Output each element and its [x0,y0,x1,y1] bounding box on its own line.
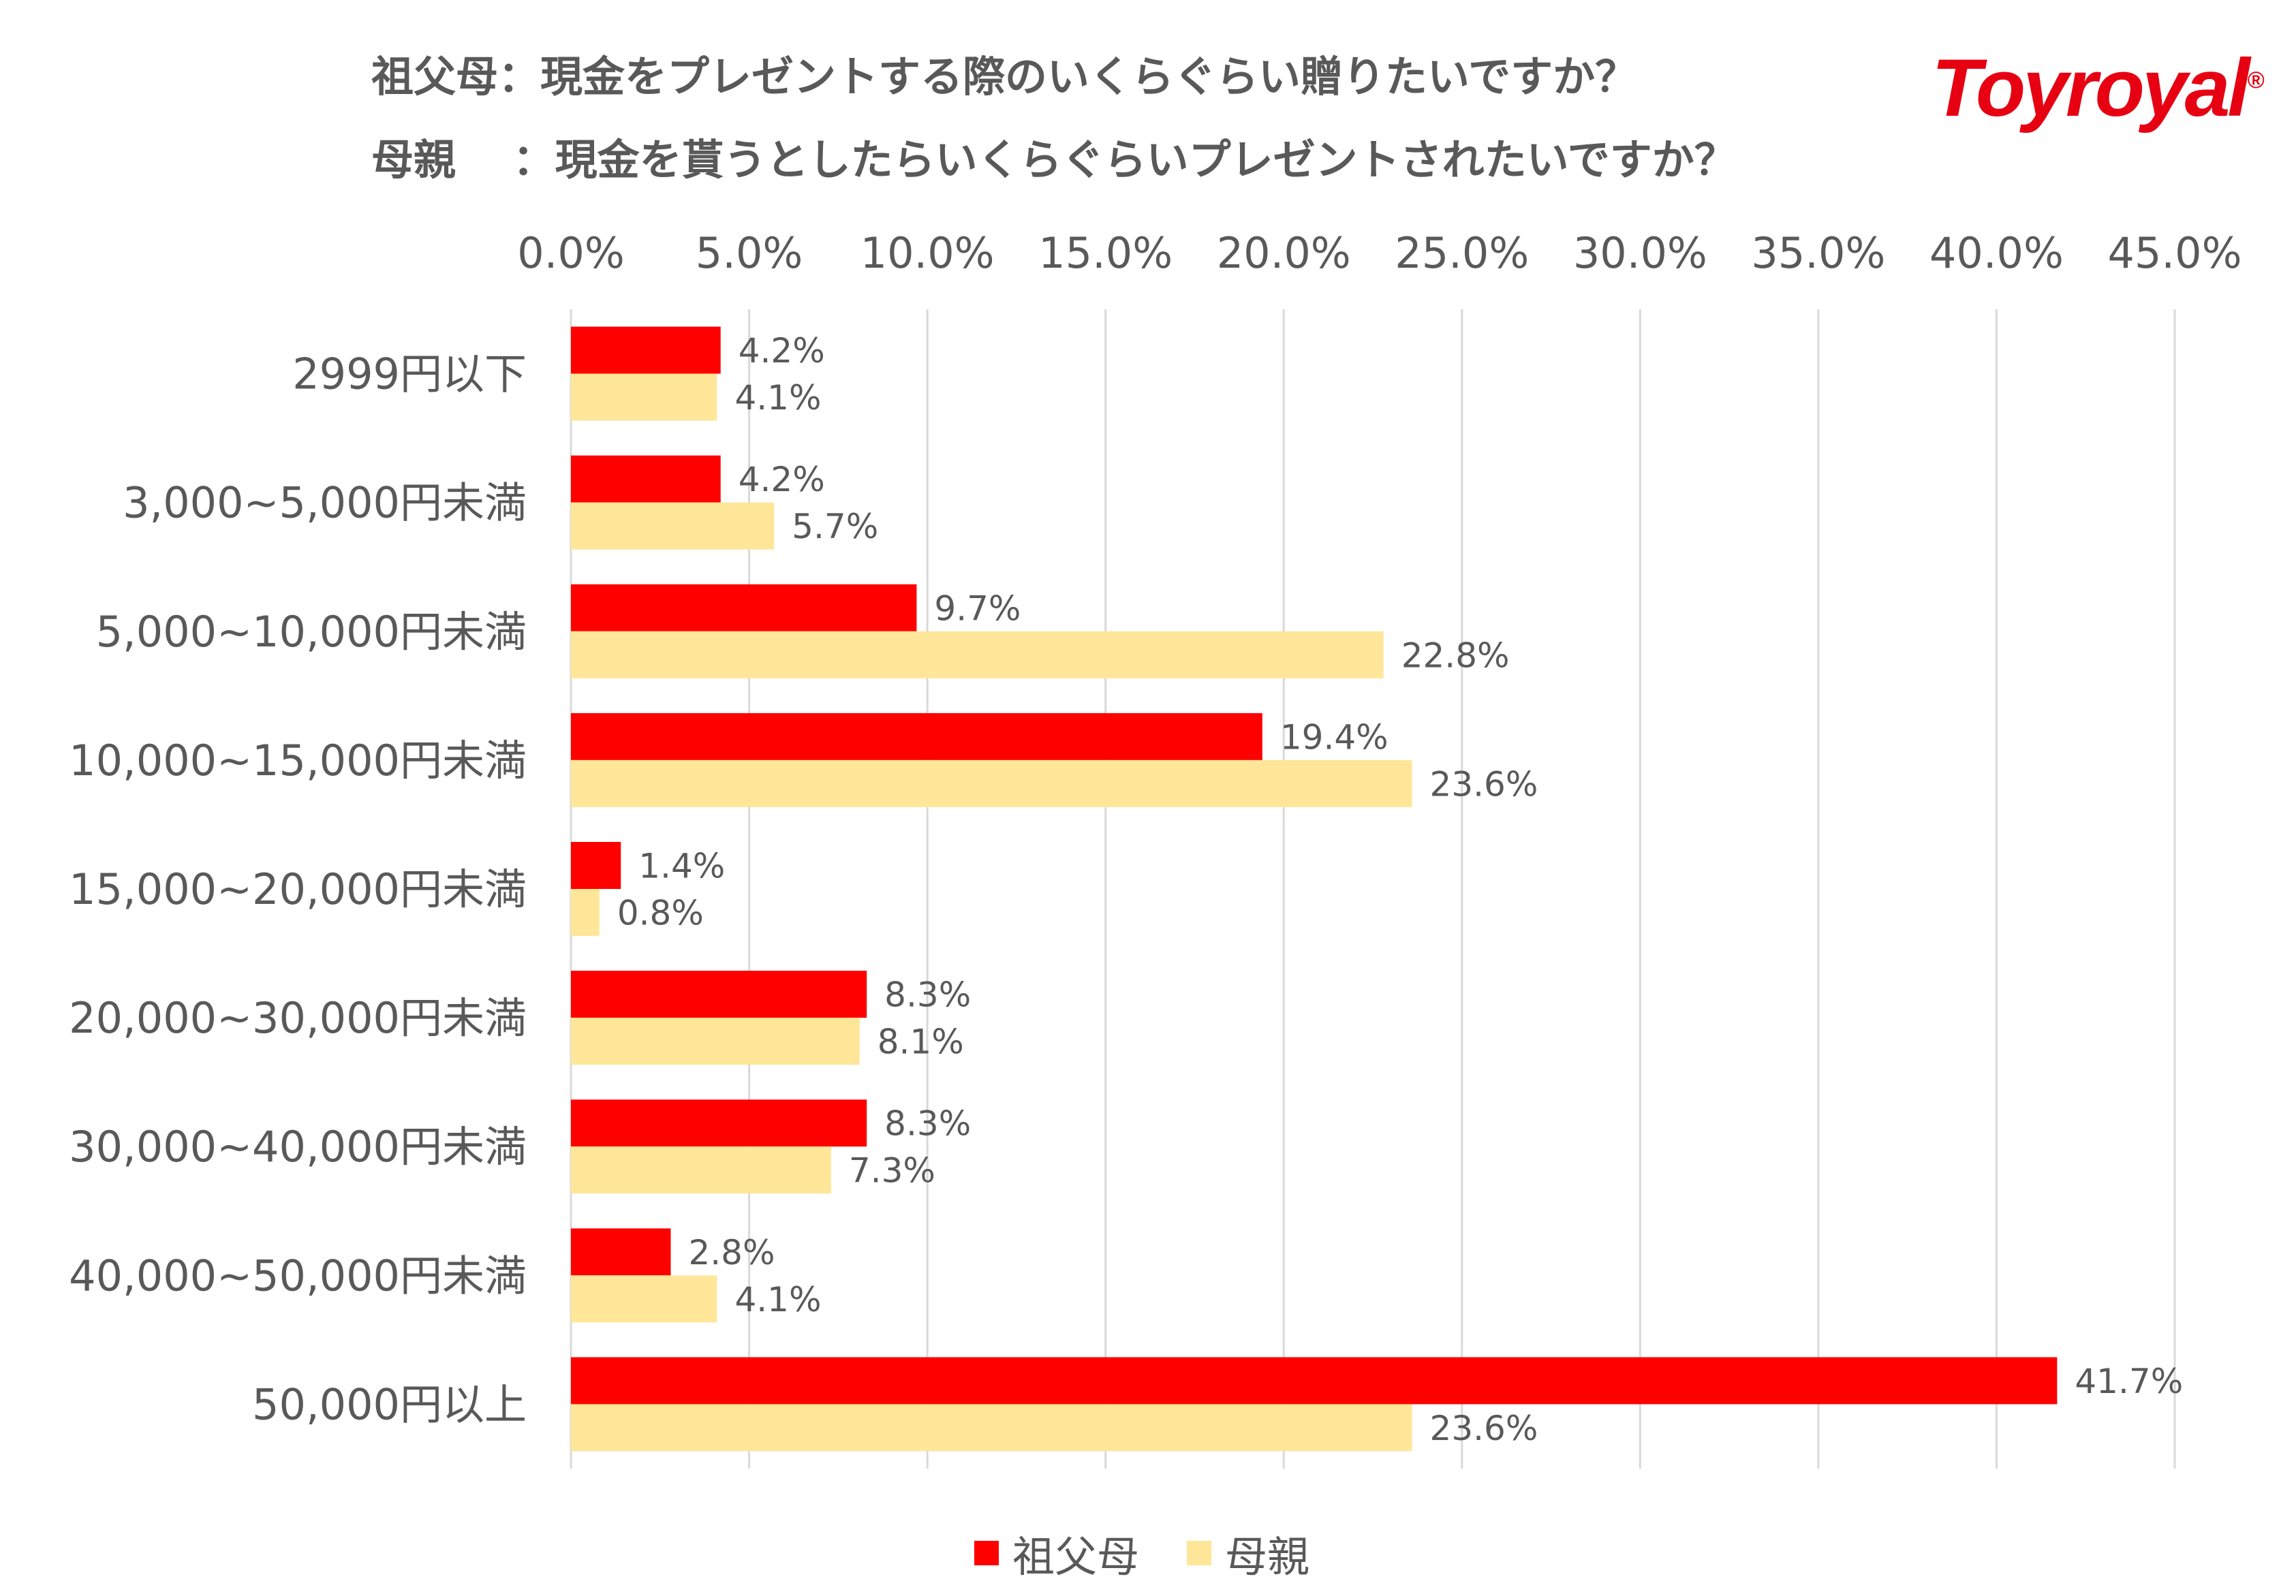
category-label: 2999円以下 [292,349,527,399]
data-label: 8.1% [878,1022,964,1062]
bar-grandparents [571,1228,671,1276]
bar-grandparents [571,842,621,889]
data-label: 5.7% [792,507,878,546]
bar-mothers [571,760,1412,807]
bar-mothers [571,373,717,421]
category-label: 15,000~20,000円未満 [69,864,527,914]
x-tick-label: 40.0% [1929,228,2064,278]
data-label: 19.4% [1280,717,1389,757]
x-tick-label: 35.0% [1751,228,1885,278]
data-label: 2.8% [688,1233,775,1272]
data-label: 41.7% [2075,1362,2183,1401]
data-label: 22.8% [1401,636,1510,675]
data-label: 4.1% [734,1280,821,1319]
data-label: 4.2% [739,460,825,499]
bar-grandparents [571,713,1262,760]
legend-label-series-0: 祖父母 [1012,1532,1140,1582]
category-label: 20,000~30,000円未満 [69,993,527,1043]
x-tick-label: 15.0% [1038,228,1173,278]
x-tick-label: 5.0% [696,228,803,278]
category-label: 5,000~10,000円未満 [96,607,527,657]
bar-mothers [571,1018,860,1065]
x-tick-label: 30.0% [1573,228,1707,278]
category-label: 3,000~5,000円未満 [123,478,527,528]
toyroyal-logo: Toyroyal® [1932,42,2265,134]
bar-mothers [571,1404,1412,1452]
bar-grandparents [571,455,721,503]
x-tick-label: 25.0% [1395,228,1529,278]
x-tick-label: 0.0% [517,228,625,278]
bar-mothers [571,631,1384,678]
data-label: 8.3% [884,975,971,1015]
bar-grandparents [571,1099,867,1147]
category-label: 30,000~40,000円未満 [69,1122,527,1172]
category-label: 10,000~15,000円未満 [69,736,527,785]
bar-grandparents [571,326,721,374]
title-line-1: 祖父母：現金をプレゼントする際のいくらぐらい贈りたいですか？ [371,52,1638,101]
data-label: 9.7% [934,589,1021,628]
data-label: 0.8% [617,894,704,933]
x-tick-label: 45.0% [2108,228,2242,278]
bar-grandparents [571,584,917,631]
bar-mothers [571,1146,831,1194]
data-label: 4.1% [734,378,821,418]
legend-label-series-1: 母親 [1225,1532,1310,1582]
data-label: 1.4% [638,847,725,886]
data-label: 8.3% [884,1104,971,1144]
bar-mothers [571,1275,717,1323]
category-label: 50,000円以上 [252,1379,527,1429]
legend: 祖父母 母親 [974,1522,1309,1584]
bar-mothers [571,502,775,550]
title-line-2: 母親 ：現金を貰うとしたらいくらぐらいプレゼントされたいですか？ [371,135,1737,185]
data-label: 7.3% [849,1151,935,1191]
x-tick-label: 20.0% [1217,228,1351,278]
x-tick-label: 10.0% [860,228,995,278]
category-label: 40,000~50,000円未満 [69,1251,527,1300]
data-label: 23.6% [1430,764,1538,804]
data-label: 4.2% [739,331,825,371]
legend-swatch-series-0 [974,1541,999,1565]
bar-grandparents [571,1357,2058,1405]
data-label: 23.6% [1430,1409,1538,1448]
bar-mothers [571,889,600,936]
bar-grandparents [571,971,867,1018]
legend-swatch-series-1 [1187,1541,1212,1565]
